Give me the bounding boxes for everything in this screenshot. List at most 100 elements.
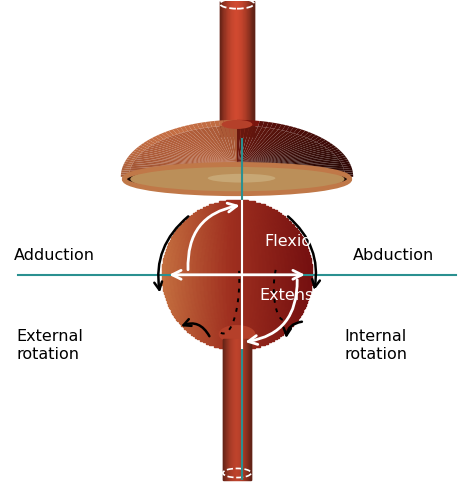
Bar — [237, 266, 241, 267]
Bar — [204, 291, 208, 293]
Bar — [172, 255, 175, 257]
Bar — [251, 246, 255, 248]
Bar — [266, 258, 270, 260]
Bar — [219, 246, 223, 248]
Bar — [276, 249, 280, 250]
Bar — [252, 288, 255, 290]
Bar — [206, 225, 209, 227]
Bar — [212, 218, 215, 219]
Bar — [260, 322, 263, 323]
Bar — [181, 282, 185, 284]
Bar — [266, 212, 268, 213]
Bar — [235, 216, 237, 218]
Bar — [251, 302, 255, 303]
Bar — [255, 213, 257, 215]
Bar — [227, 245, 230, 246]
Bar — [181, 275, 184, 276]
Bar — [212, 317, 215, 319]
Bar — [253, 328, 255, 329]
Bar — [288, 242, 292, 243]
Bar — [285, 228, 288, 230]
Bar — [184, 239, 187, 240]
Bar — [247, 299, 251, 300]
Bar — [201, 222, 204, 224]
Bar — [275, 303, 279, 305]
Bar — [289, 287, 292, 288]
Bar — [306, 254, 310, 255]
Bar — [304, 263, 308, 264]
Bar — [280, 252, 284, 254]
Bar — [208, 314, 211, 316]
Bar — [216, 248, 219, 249]
Bar — [235, 348, 236, 350]
Bar — [182, 303, 185, 305]
Bar — [212, 249, 216, 250]
Bar — [303, 257, 307, 258]
Bar — [253, 234, 256, 236]
Bar — [203, 269, 207, 270]
Bar — [290, 224, 293, 225]
Bar — [219, 249, 223, 250]
Bar — [256, 344, 258, 345]
Bar — [237, 284, 241, 285]
Bar — [198, 249, 201, 250]
Bar — [185, 326, 188, 328]
Bar — [234, 317, 237, 319]
Bar — [240, 325, 243, 326]
Bar — [184, 272, 188, 273]
Bar — [267, 230, 270, 231]
Bar — [305, 252, 309, 254]
Bar — [246, 212, 247, 213]
Bar — [267, 275, 271, 276]
Bar — [243, 345, 244, 347]
Bar — [259, 285, 263, 287]
Bar — [219, 209, 220, 210]
Bar — [208, 255, 211, 257]
Bar — [246, 201, 247, 203]
Bar — [304, 299, 308, 300]
Bar — [249, 233, 253, 234]
Bar — [228, 332, 230, 334]
Bar — [227, 306, 230, 308]
Bar — [178, 245, 182, 246]
Bar — [266, 332, 268, 334]
Bar — [253, 312, 256, 314]
Bar — [162, 272, 165, 273]
Bar — [282, 275, 286, 276]
Bar — [268, 317, 271, 319]
Bar — [164, 257, 167, 258]
Bar — [225, 230, 228, 231]
Bar — [214, 239, 217, 240]
Bar — [296, 311, 299, 312]
Bar — [232, 221, 234, 222]
Bar — [233, 212, 235, 213]
Bar — [196, 278, 200, 279]
Bar — [187, 239, 191, 240]
Bar — [204, 255, 208, 257]
Bar — [308, 279, 312, 281]
Bar — [177, 281, 181, 282]
Bar — [258, 302, 262, 303]
Bar — [265, 206, 266, 207]
Bar — [280, 216, 283, 218]
Bar — [173, 306, 176, 308]
Bar — [225, 320, 228, 322]
Bar — [215, 263, 219, 264]
Bar — [267, 273, 271, 275]
Bar — [285, 261, 289, 263]
Bar — [228, 212, 231, 213]
Bar — [209, 209, 211, 210]
Bar — [258, 345, 259, 347]
Ellipse shape — [160, 169, 319, 190]
Bar — [222, 322, 225, 323]
Bar — [233, 252, 237, 254]
Bar — [259, 290, 263, 291]
Bar — [233, 287, 237, 288]
Bar — [284, 227, 287, 228]
Bar — [230, 305, 234, 306]
Bar — [237, 242, 240, 243]
Bar — [217, 305, 220, 306]
Bar — [256, 233, 259, 234]
Bar — [198, 320, 201, 322]
Bar — [170, 279, 173, 281]
